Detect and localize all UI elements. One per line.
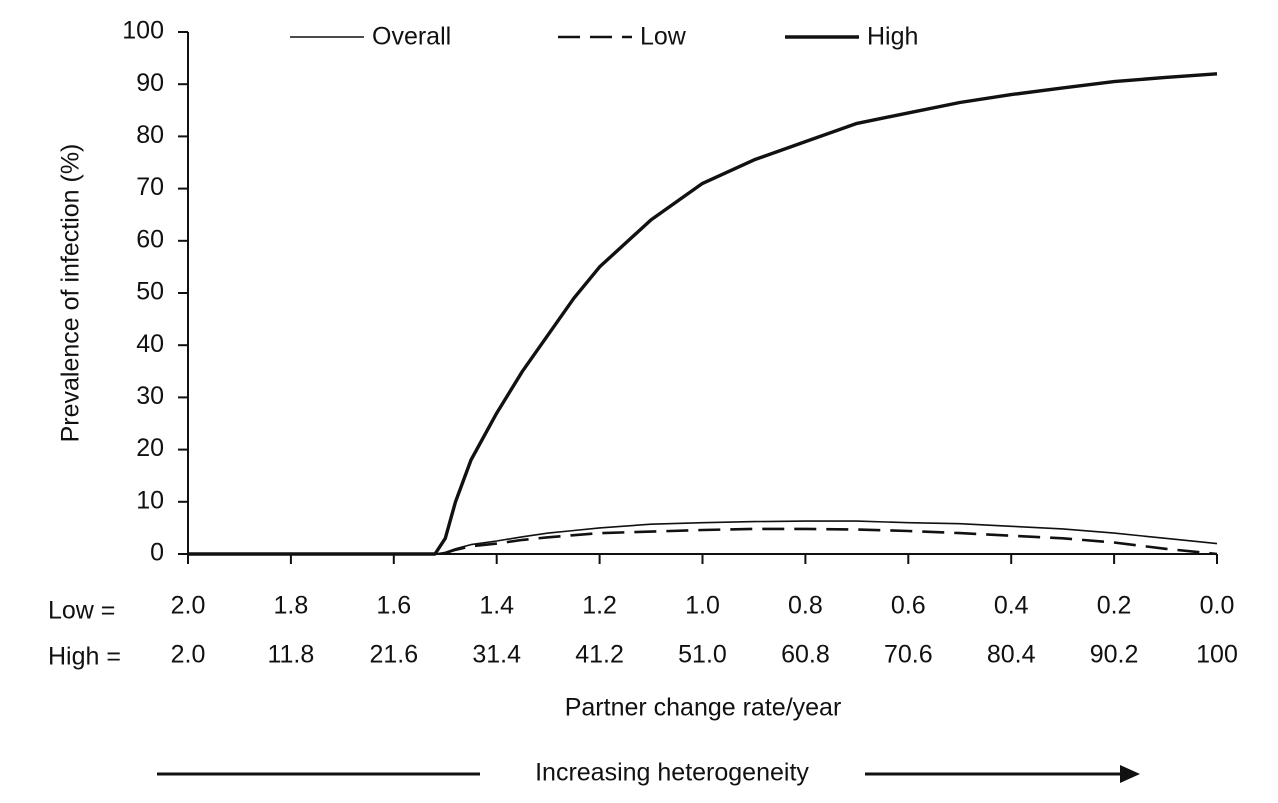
legend-label: Overall <box>372 23 451 51</box>
y-tick-label: 40 <box>136 330 164 358</box>
x2-tick-label: 2.0 <box>171 641 206 669</box>
x-tick-label: 1.4 <box>479 592 514 620</box>
x-row-label: Low = <box>48 597 115 625</box>
x-row-label: High = <box>48 643 121 671</box>
y-tick-label: 80 <box>136 121 164 149</box>
annotation: Increasing heterogeneity <box>535 759 809 787</box>
x2-tick-label: 70.6 <box>884 641 933 669</box>
x2-tick-label: 11.8 <box>267 641 314 669</box>
x-tick-label: 1.6 <box>376 592 411 620</box>
x2-tick-label: 90.2 <box>1090 641 1139 669</box>
x-tick-label: 1.2 <box>582 592 617 620</box>
x-tick-label: 0.6 <box>891 592 926 620</box>
series-line <box>188 527 1218 556</box>
x2-tick-label: 31.4 <box>472 641 521 669</box>
x-tick-label: 1.0 <box>685 592 720 620</box>
y-tick-label: 30 <box>136 382 164 410</box>
y-tick-label: 70 <box>136 173 164 201</box>
x-tick-label: 2.0 <box>171 592 206 620</box>
y-tick-label: 20 <box>136 434 164 462</box>
legend-label: Low <box>640 23 687 51</box>
x-tick-label: 0.8 <box>788 592 823 620</box>
x2-tick-label: 80.4 <box>987 641 1036 669</box>
y-tick-label: 0 <box>150 539 164 567</box>
x-tick-label: 0.4 <box>994 592 1029 620</box>
y-tick-label: 90 <box>136 69 164 97</box>
x2-tick-label: 41.2 <box>575 641 624 669</box>
x-tick-label: 1.8 <box>274 592 309 620</box>
y-tick-label: 50 <box>136 278 164 306</box>
arrow-head <box>1120 765 1140 783</box>
y-tick-label: 10 <box>136 486 164 514</box>
x-tick-label: 0.2 <box>1097 592 1132 620</box>
y-axis-label: Prevalence of infection (%) <box>57 144 85 443</box>
x2-tick-label: 100 <box>1196 641 1238 669</box>
x2-tick-label: 60.8 <box>781 641 830 669</box>
x2-tick-label: 51.0 <box>678 641 727 669</box>
legend-label: High <box>867 23 918 51</box>
x-axis-label: Partner change rate/year <box>565 694 842 722</box>
x-tick-label: 0.0 <box>1200 592 1235 620</box>
series-line <box>188 72 1218 556</box>
y-tick-label: 60 <box>136 225 164 253</box>
y-tick-label: 100 <box>122 17 164 45</box>
x2-tick-label: 21.6 <box>369 641 418 669</box>
